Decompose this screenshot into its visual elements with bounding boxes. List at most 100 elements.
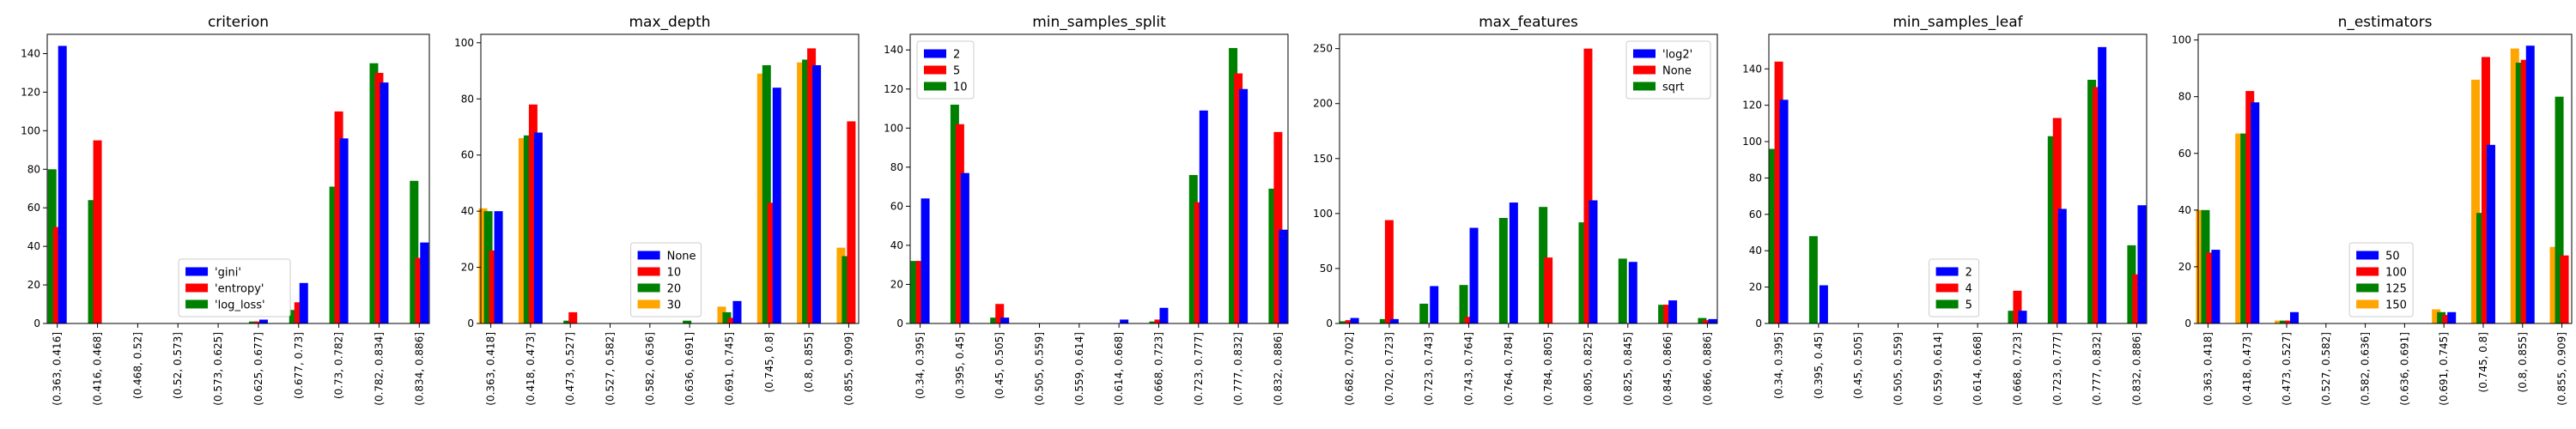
bar <box>52 227 62 323</box>
legend-label: 100 <box>2385 267 2407 280</box>
x-tick-label: (0.764, 0.784] <box>1503 332 1515 406</box>
axes-frame <box>1768 33 2148 324</box>
bar <box>2137 205 2147 323</box>
legend-swatch <box>1633 65 1656 75</box>
chart-panel-3: min_samples_split 0 20 40 60 80 100 120 140 (0.34… <box>884 14 1289 406</box>
bar <box>2240 133 2250 323</box>
x-tick-label: (0.691, 0.745] <box>723 332 735 406</box>
bar <box>732 300 742 323</box>
bar <box>910 261 920 323</box>
x-tick-label: (0.34, 0.395] <box>1773 332 1785 399</box>
y-tick-label: 80 <box>27 163 40 175</box>
x-tick-label: (0.418, 0.473] <box>2241 332 2253 406</box>
x-tick-label: (0.866, 0.886] <box>1701 332 1713 406</box>
bar <box>339 138 349 323</box>
bar <box>1589 200 1598 323</box>
legend-box <box>2348 242 2414 317</box>
x-tick-label: (0.363, 0.418] <box>2202 332 2214 406</box>
y-tick-label: 0 <box>2184 317 2191 329</box>
x-tick-label: (0.743, 0.764] <box>1463 332 1475 406</box>
bar <box>528 104 538 323</box>
y-tick-label: 0 <box>1755 317 1762 329</box>
legend-label: 'gini' <box>215 267 241 280</box>
bar <box>1239 88 1249 323</box>
bar <box>1698 317 1707 323</box>
legend-label: 20 <box>667 283 682 296</box>
x-tick-label: (0.52, 0.573] <box>172 332 184 399</box>
bar <box>756 73 766 323</box>
x-tick-label: (0.832, 0.886] <box>1272 332 1284 406</box>
bar <box>2280 320 2289 323</box>
x-tick-label: (0.723, 0.743] <box>1423 332 1435 406</box>
bar <box>2476 213 2485 323</box>
legend-label: 30 <box>667 299 682 312</box>
chart-title: min_samples_split <box>1032 14 1166 31</box>
y-tick-label: 100 <box>884 122 903 134</box>
bar <box>415 257 424 323</box>
bar <box>2486 144 2495 323</box>
legend-label: 2 <box>953 49 960 62</box>
bar <box>2057 208 2067 323</box>
bar <box>990 317 999 323</box>
bar <box>334 111 343 323</box>
x-tick-label: (0.582, 0.636] <box>644 332 656 406</box>
bar <box>722 311 732 323</box>
x-tick-label: (0.614, 0.668] <box>1971 332 1984 406</box>
y-tick-label: 0 <box>1326 317 1333 329</box>
y-tick-label: 150 <box>1313 153 1333 165</box>
legend-swatch <box>637 267 660 276</box>
y-tick-label: 80 <box>461 93 474 105</box>
x-tick-label: (0.625, 0.677] <box>252 332 264 406</box>
x-tick-label: (0.614, 0.668] <box>1113 332 1125 406</box>
legend: 2 4 5 <box>1929 258 1980 317</box>
bar <box>2211 250 2221 323</box>
x-tick-label: (0.784, 0.805] <box>1542 332 1554 406</box>
legend: 50 100 125 150 <box>2348 242 2414 317</box>
y-tick-label: 80 <box>890 161 903 173</box>
bar <box>2087 79 2097 324</box>
bar <box>2447 311 2457 323</box>
bar <box>797 62 806 323</box>
legend-label: 5 <box>953 65 960 78</box>
bar <box>93 140 102 323</box>
legend: 2 5 10 <box>916 40 975 100</box>
legend-label: 2 <box>1965 267 1972 280</box>
bar <box>258 319 268 323</box>
y-tick-label: 20 <box>1749 281 1762 293</box>
bar <box>960 172 969 323</box>
bar <box>1808 236 1818 323</box>
x-tick-label: (0.363, 0.416] <box>52 332 64 406</box>
bar <box>2275 320 2284 323</box>
bar <box>1419 303 1429 323</box>
bar <box>518 138 527 323</box>
legend-swatch <box>637 299 660 309</box>
y-tick-label: 60 <box>2178 148 2191 160</box>
x-tick-label: (0.395, 0.45] <box>954 332 966 399</box>
bar <box>88 200 97 323</box>
bar <box>683 320 692 323</box>
axes-frame <box>480 33 860 324</box>
bar <box>2285 320 2294 323</box>
bar <box>1663 305 1673 323</box>
legend-swatch <box>185 299 209 309</box>
bar <box>1703 320 1712 323</box>
y-tick-label: 200 <box>1313 98 1333 110</box>
bar <box>802 59 811 323</box>
legend-label: 4 <box>1965 283 1972 296</box>
x-tick-label: (0.682, 0.702] <box>1344 332 1356 406</box>
bar <box>1199 110 1208 323</box>
legend-swatch <box>2356 267 2379 276</box>
y-tick-label: 0 <box>467 317 474 329</box>
bar <box>1149 321 1158 323</box>
bar <box>563 320 573 323</box>
chart-title: max_depth <box>629 14 710 31</box>
legend-swatch <box>924 82 946 91</box>
chart-title: min_samples_leaf <box>1893 14 2023 31</box>
legend-label: 'log2' <box>1662 49 1692 62</box>
bar <box>1819 285 1828 323</box>
x-tick-label: (0.418, 0.473] <box>525 332 537 406</box>
bar <box>1469 227 1479 323</box>
bar <box>478 208 488 323</box>
bar <box>1340 321 1349 323</box>
